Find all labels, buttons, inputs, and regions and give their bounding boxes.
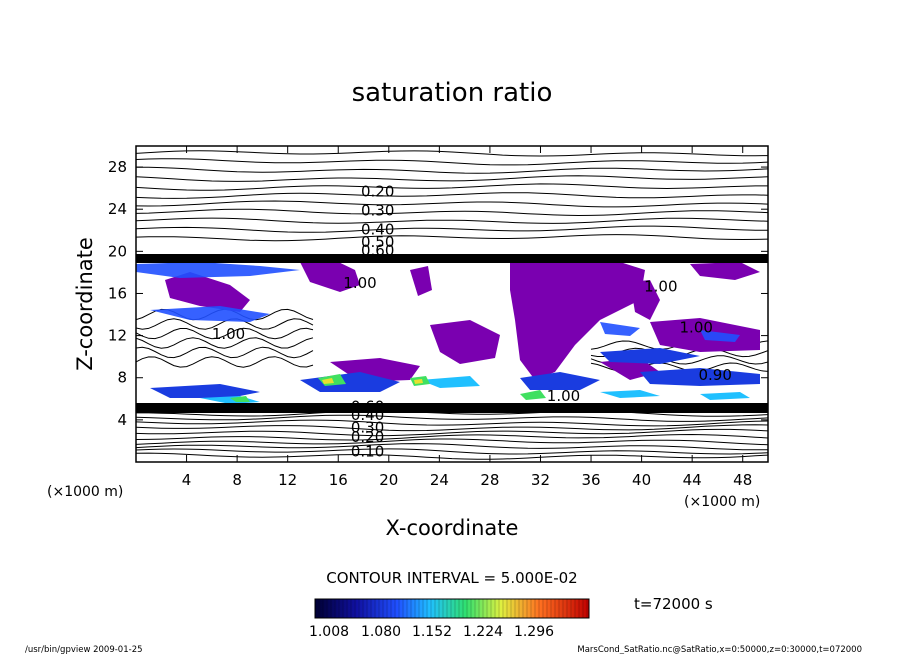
contour-label: 0.40 [351, 406, 384, 424]
contour-interval-text: CONTOUR INTERVAL = 5.000E-02 [326, 569, 577, 587]
x-tick-label: 20 [379, 471, 398, 489]
contour-line [136, 150, 768, 157]
chart-title: saturation ratio [352, 78, 553, 108]
x-tick-label: 12 [278, 471, 297, 489]
colorbar-tick-label: 1.152 [412, 624, 452, 640]
x-tick-label: 28 [480, 471, 499, 489]
x-axis-label: X-coordinate [386, 516, 519, 540]
contour-line [136, 452, 768, 460]
yellow-patches [322, 378, 423, 384]
blue-band-upper [136, 262, 740, 342]
contour-line [136, 318, 314, 330]
x-tick-label: 44 [683, 471, 702, 489]
contour-line [136, 234, 768, 242]
contour-line [136, 183, 768, 191]
colorbar-tick-label: 1.080 [361, 624, 401, 640]
contour-label: 0.20 [361, 183, 394, 201]
x-unit-left: (×1000 m) [47, 484, 123, 500]
y-tick-label: 12 [108, 327, 127, 345]
colorbar-gradient [314, 598, 590, 619]
time-label: t=72000 s [634, 595, 713, 613]
y-axis-label: Z-coordinate [73, 237, 97, 371]
contour-label: 1.00 [343, 274, 376, 292]
contour-label: 0.60 [351, 397, 384, 415]
x-tick-label: 4 [182, 471, 192, 489]
cyan-patches [200, 376, 750, 404]
footer-left: /usr/bin/gpview 2009-01-25 [25, 645, 143, 654]
contour-line [136, 419, 768, 427]
contour-line [136, 192, 768, 199]
contour-line [136, 428, 768, 437]
y-tick-label: 16 [108, 284, 127, 302]
x-tick-label: 24 [430, 471, 449, 489]
contour-label: 0.90 [698, 366, 731, 384]
x-tick-label: 36 [581, 471, 600, 489]
colorbar-tick-label: 1.008 [309, 624, 349, 640]
contour-label: 1.00 [644, 277, 677, 295]
y-tick-label: 4 [117, 411, 127, 429]
contour-label: 0.50 [361, 233, 394, 251]
contour-label: 0.10 [351, 443, 384, 461]
contour-label: 0.60 [361, 242, 394, 260]
colorbar-tick-label: 1.296 [514, 624, 554, 640]
x-tick-label: 48 [733, 471, 752, 489]
y-axis: 4 8 12 16 20 24 28 [108, 158, 768, 429]
contour-label: 0.30 [361, 202, 394, 220]
contour-label: 0.40 [361, 220, 394, 238]
contour-line [136, 410, 768, 417]
contour-label: 1.00 [212, 325, 245, 343]
contour-line [136, 414, 768, 422]
contour-line [136, 327, 314, 340]
blue-band-lower [150, 348, 760, 398]
contour-label: 1.00 [547, 387, 580, 405]
contour-line [136, 438, 768, 446]
contour-line [136, 200, 768, 208]
x-tick-label: 40 [632, 471, 651, 489]
contour-line [136, 158, 768, 166]
y-tick-label: 8 [117, 369, 127, 387]
x-unit-right: (×1000 m) [684, 494, 760, 510]
contour-line [136, 356, 314, 368]
thick-contour-band-bottom [136, 403, 768, 413]
contour-line [136, 208, 768, 217]
colorbar-tick-label: 1.224 [463, 624, 503, 640]
colorbar-stripes [318, 599, 588, 618]
plot-area: 0.200.300.400.500.601.001.00 1.001.000.90… [136, 150, 768, 461]
color-fill-region [136, 258, 760, 404]
contour-line [136, 443, 768, 451]
contour-line [136, 448, 768, 455]
contour-line [136, 337, 314, 349]
contour-line [136, 217, 768, 224]
contour-label: 0.30 [351, 419, 384, 437]
colorbar: 1.008 1.080 1.152 1.224 1.296 [309, 598, 590, 640]
contour-line [136, 346, 314, 359]
contour-line [136, 424, 768, 432]
y-tick-label: 28 [108, 158, 127, 176]
contour-label: 1.00 [680, 318, 713, 336]
x-tick-label: 8 [232, 471, 242, 489]
colorbar-labels: 1.008 1.080 1.152 1.224 1.296 [309, 624, 554, 640]
x-axis: 4 8 12 16 20 24 28 32 36 40 44 48 [182, 146, 752, 489]
footer-right: MarsCond_SatRatio.nc@SatRatio,x=0:50000,… [577, 645, 862, 654]
contour-line [136, 175, 768, 182]
contour-lines [136, 150, 768, 460]
contour-line [136, 225, 768, 233]
contour-line [136, 166, 768, 174]
contour-line [136, 433, 768, 441]
contour-label: 0.20 [351, 428, 384, 446]
x-tick-label: 16 [329, 471, 348, 489]
plot-frame [135, 145, 769, 463]
x-tick-label: 32 [531, 471, 550, 489]
purple-supersaturated-region [165, 258, 760, 382]
thick-contour-band-top [136, 254, 768, 263]
contour-labels: 0.200.300.400.500.601.001.00 1.001.000.90… [212, 183, 732, 461]
y-tick-label: 20 [108, 242, 127, 260]
y-tick-label: 24 [108, 200, 127, 218]
